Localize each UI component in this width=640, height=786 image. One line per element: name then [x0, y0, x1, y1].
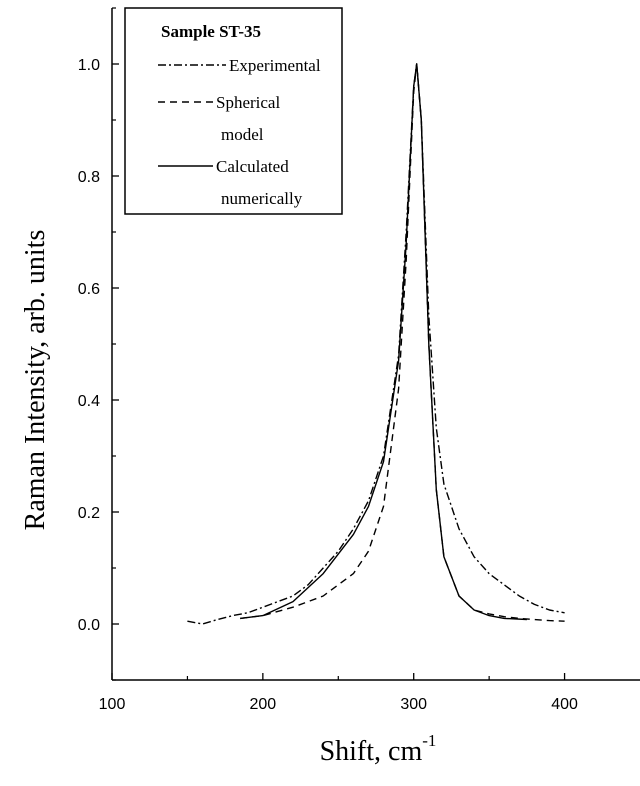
- legend-label-calculated-line2: numerically: [221, 189, 303, 208]
- x-axis-title: Shift, cm-1: [320, 731, 437, 767]
- x-ticks: 100 200 300 400: [99, 673, 578, 713]
- y-axis-title: Raman Intensity, arb. units: [20, 230, 51, 531]
- y-ticks: 0.0 0.2 0.4 0.6 0.8 1.0: [78, 7, 119, 681]
- series-layer: [187, 63, 565, 625]
- legend-label-calculated: Calculated: [216, 157, 289, 176]
- series-line-calculated-numerically: [240, 63, 527, 621]
- y-tick-label: 0.2: [78, 505, 100, 522]
- x-axis-label-sup: -1: [422, 731, 436, 750]
- legend: Sample ST-35 Experimental Spherical mode…: [124, 7, 343, 215]
- y-tick-label: 1.0: [78, 57, 100, 74]
- x-tick-label: 400: [551, 696, 578, 713]
- x-tick-label: 300: [400, 696, 427, 713]
- x-tick-label: 100: [99, 696, 126, 713]
- legend-box: [124, 7, 343, 215]
- y-tick-label: 0.0: [78, 617, 100, 634]
- legend-label-experimental: Experimental: [229, 56, 321, 75]
- legend-label-spherical-line2: model: [221, 125, 264, 144]
- y-tick-label: 0.6: [78, 281, 100, 298]
- y-tick-label: 0.8: [78, 169, 100, 186]
- y-tick-label: 0.4: [78, 393, 100, 410]
- x-tick-label: 200: [250, 696, 277, 713]
- x-axis-label: Shift, cm: [320, 736, 423, 767]
- legend-title: Sample ST-35: [161, 22, 261, 41]
- legend-label-spherical: Spherical: [216, 93, 280, 112]
